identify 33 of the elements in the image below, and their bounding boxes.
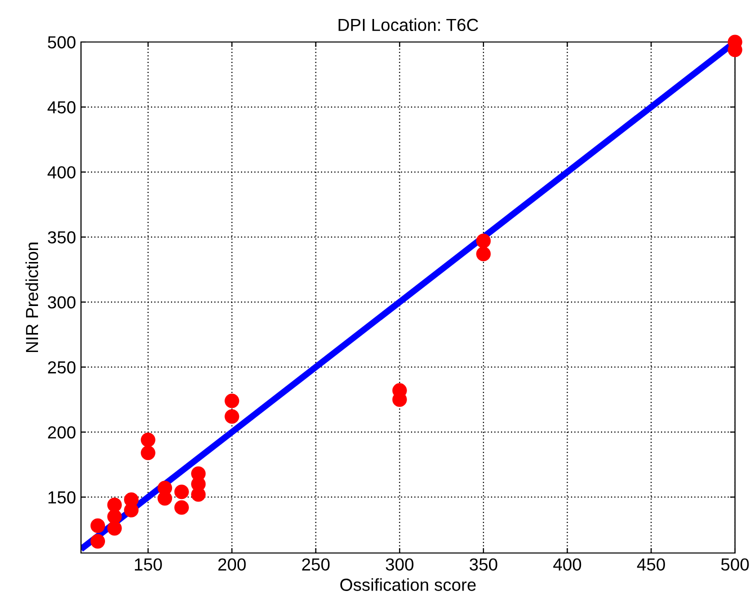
y-tick-label: 450: [48, 101, 76, 114]
point: [124, 502, 139, 518]
x-tick-label: 150: [134, 558, 162, 571]
y-tick-label: 300: [48, 296, 76, 309]
x-tick-label: 500: [721, 558, 749, 571]
point: [90, 518, 106, 533]
x-tick-label: 250: [302, 558, 330, 571]
x-tick-label: 300: [386, 558, 414, 571]
x-tick-label: 450: [637, 558, 665, 571]
point: [476, 234, 491, 248]
point: [158, 491, 172, 506]
y-tick-label: 500: [48, 36, 76, 48]
point: [107, 521, 122, 536]
y-tick-label: 150: [48, 491, 76, 504]
y-tick-label: 400: [48, 166, 76, 178]
point: [476, 246, 491, 262]
x-tick-label: 200: [218, 558, 246, 571]
point: [174, 500, 189, 515]
chart-title: DPI Location: T6C: [338, 18, 478, 32]
point: [174, 484, 189, 500]
point: [224, 394, 240, 408]
point: [224, 409, 240, 424]
x-axis-title: Ossification score: [340, 578, 476, 591]
point: [140, 446, 156, 460]
y-tick-label: 250: [48, 361, 76, 374]
y-tick-label: 350: [48, 231, 76, 244]
y-axis-title: NIR Prediction: [25, 242, 38, 352]
y-tick-label: 200: [48, 426, 76, 439]
point: [90, 534, 106, 549]
x-tick-label: 350: [470, 558, 498, 571]
point: [140, 432, 156, 448]
point: [191, 487, 206, 502]
x-tick-label: 400: [553, 558, 582, 571]
